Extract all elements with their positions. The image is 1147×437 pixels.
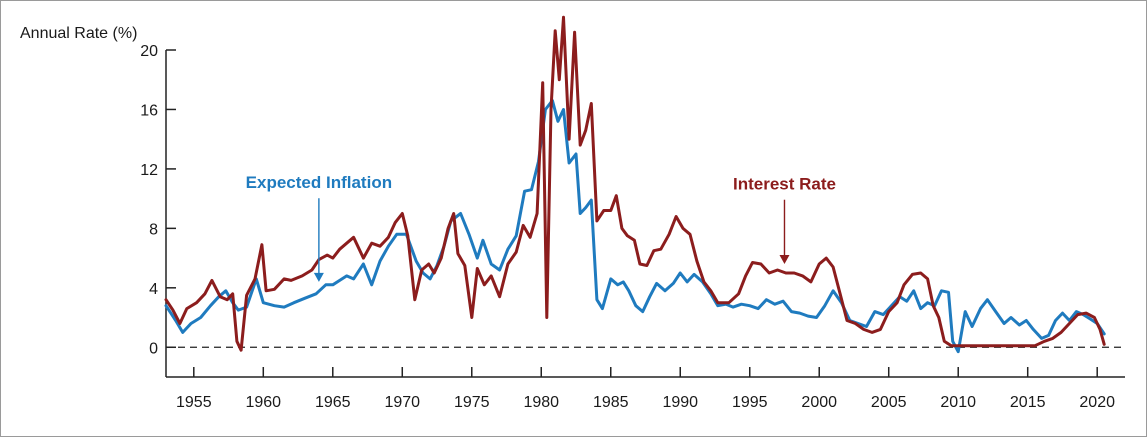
x-tick-label: 2020: [1079, 394, 1115, 411]
x-tick-label: 2000: [801, 394, 837, 411]
series-label-0: Expected Inflation: [246, 173, 392, 192]
labels-layer: Expected Inflation Interest Rate: [246, 173, 836, 282]
series-line-1: [164, 15, 1106, 352]
x-tick-label: 1960: [245, 394, 281, 411]
x-tick-label: 1975: [454, 394, 490, 411]
x-tick-label: 2005: [871, 394, 907, 411]
x-tick-label: 2015: [1010, 394, 1046, 411]
series-line-0: [164, 99, 1106, 354]
y-tick-label: 16: [140, 102, 158, 119]
x-tick-label: 1955: [176, 394, 212, 411]
series-label-1: Interest Rate: [733, 175, 836, 194]
x-tick-label: 1965: [315, 394, 351, 411]
y-tick-label: 4: [149, 281, 158, 298]
y-tick-label: 8: [149, 221, 158, 238]
y-axis-title: Annual Rate (%): [20, 25, 137, 42]
x-tick-label: 1990: [662, 394, 698, 411]
series-label-arrowhead-0: [313, 272, 324, 282]
x-tick-label: 2010: [940, 394, 976, 411]
series-label-arrowhead-1: [779, 255, 790, 265]
x-tick-label: 1985: [593, 394, 629, 411]
y-tick-label: 20: [140, 43, 158, 60]
axes: 0 4 8 12 16 20 1955 1960 1965 1970 1975 1980 1985 199…: [140, 43, 1125, 411]
series-layer: [164, 15, 1106, 354]
y-tick-label: 12: [140, 162, 158, 179]
x-tick-label: 1970: [384, 394, 420, 411]
y-tick-label: 0: [149, 340, 158, 357]
x-tick-label: 1980: [523, 394, 559, 411]
x-tick-label: 1995: [732, 394, 768, 411]
